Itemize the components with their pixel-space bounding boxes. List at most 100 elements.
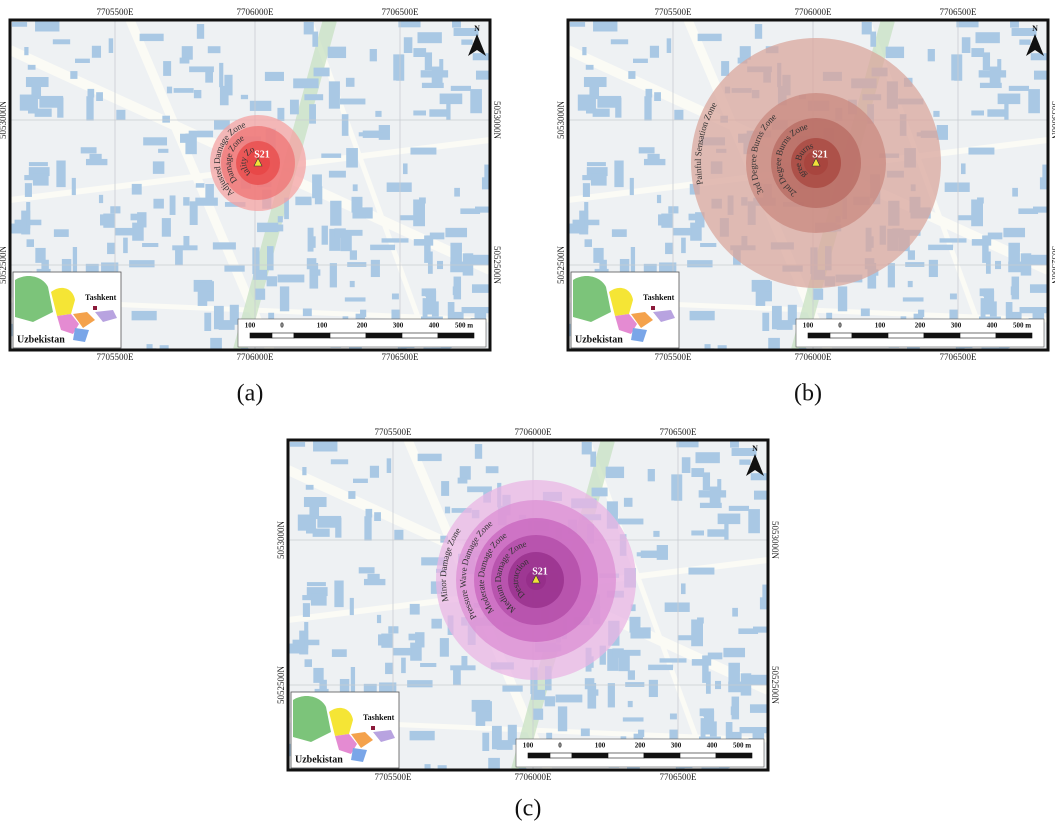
- building: [393, 648, 411, 656]
- building: [971, 110, 984, 115]
- building: [350, 281, 355, 287]
- building: [691, 530, 704, 535]
- easting-label: 7706000E: [795, 7, 833, 17]
- scale-segment: [808, 333, 830, 338]
- building: [961, 163, 966, 174]
- easting-label: 7706500E: [660, 427, 698, 437]
- inset-map: TashkentUzbekistan: [13, 272, 121, 348]
- easting-label: 7705500E: [375, 772, 413, 782]
- building: [75, 59, 90, 63]
- building: [972, 239, 991, 246]
- building: [277, 108, 284, 121]
- building: [162, 218, 171, 237]
- building: [631, 247, 635, 273]
- building: [194, 90, 201, 98]
- building: [983, 52, 990, 70]
- building: [204, 313, 211, 331]
- building: [428, 252, 433, 274]
- easting-label: 7706500E: [382, 7, 420, 17]
- city-label: Tashkent: [363, 713, 395, 722]
- building: [422, 83, 444, 88]
- building: [582, 47, 586, 55]
- building: [195, 198, 218, 206]
- building: [630, 178, 634, 195]
- scale-label: 300: [393, 322, 404, 330]
- north-label: N: [474, 24, 480, 33]
- building: [502, 686, 522, 692]
- panel-caption: (b): [794, 381, 822, 407]
- building: [190, 201, 198, 225]
- building: [1020, 307, 1047, 313]
- building: [613, 506, 617, 512]
- building: [265, 72, 284, 81]
- building: [401, 658, 406, 673]
- building: [1010, 20, 1019, 27]
- building: [750, 675, 769, 685]
- building: [703, 472, 710, 490]
- building: [933, 111, 939, 117]
- building: [755, 24, 762, 39]
- building: [482, 733, 489, 751]
- building: [99, 195, 103, 203]
- building: [981, 298, 986, 318]
- scale-label: 200: [635, 742, 646, 750]
- building: [25, 183, 32, 197]
- building: [586, 96, 596, 113]
- scale-label: 500 m: [455, 322, 473, 330]
- building: [115, 228, 133, 236]
- scale-label: 0: [838, 322, 842, 330]
- northing-label: 5053000N: [770, 521, 780, 560]
- building: [86, 96, 93, 120]
- building: [410, 604, 420, 615]
- building: [462, 307, 489, 313]
- building: [346, 148, 358, 167]
- building: [691, 468, 704, 477]
- building: [53, 39, 70, 44]
- scale-label: 400: [707, 742, 718, 750]
- building: [293, 78, 318, 88]
- building: [391, 310, 399, 321]
- easting-label: 7706000E: [515, 772, 553, 782]
- building: [305, 659, 312, 667]
- building: [975, 32, 999, 43]
- northing-label: 5052500N: [556, 246, 566, 285]
- building: [1019, 39, 1030, 44]
- building: [54, 229, 69, 237]
- building: [644, 96, 651, 120]
- northing-label: 5053000N: [492, 101, 502, 140]
- scale-segment: [550, 753, 572, 758]
- building: [24, 47, 28, 55]
- building: [307, 582, 326, 586]
- building: [163, 61, 171, 76]
- building: [374, 512, 381, 521]
- scale-segment: [830, 333, 852, 338]
- building: [224, 266, 244, 272]
- building: [692, 659, 711, 666]
- building: [407, 680, 432, 687]
- building: [674, 110, 683, 120]
- building: [33, 174, 49, 186]
- building: [838, 286, 847, 311]
- building: [695, 452, 719, 463]
- building: [387, 182, 412, 191]
- scale-segment: [680, 753, 716, 758]
- scale-segment: [272, 333, 294, 338]
- building: [340, 99, 365, 105]
- easting-label: 7706000E: [515, 427, 553, 437]
- building: [445, 228, 467, 237]
- building: [306, 516, 316, 533]
- building: [614, 161, 623, 188]
- building: [723, 648, 745, 657]
- figure: Adjusted Damage ZoneDamage ZoneFatality …: [0, 0, 1055, 827]
- building: [290, 100, 299, 115]
- building: [472, 255, 491, 265]
- building: [968, 148, 994, 155]
- building: [103, 214, 114, 228]
- building: [476, 703, 486, 726]
- building: [267, 246, 274, 270]
- building: [310, 269, 321, 275]
- easting-label: 7706000E: [237, 7, 275, 17]
- building: [290, 442, 305, 447]
- building: [905, 262, 924, 267]
